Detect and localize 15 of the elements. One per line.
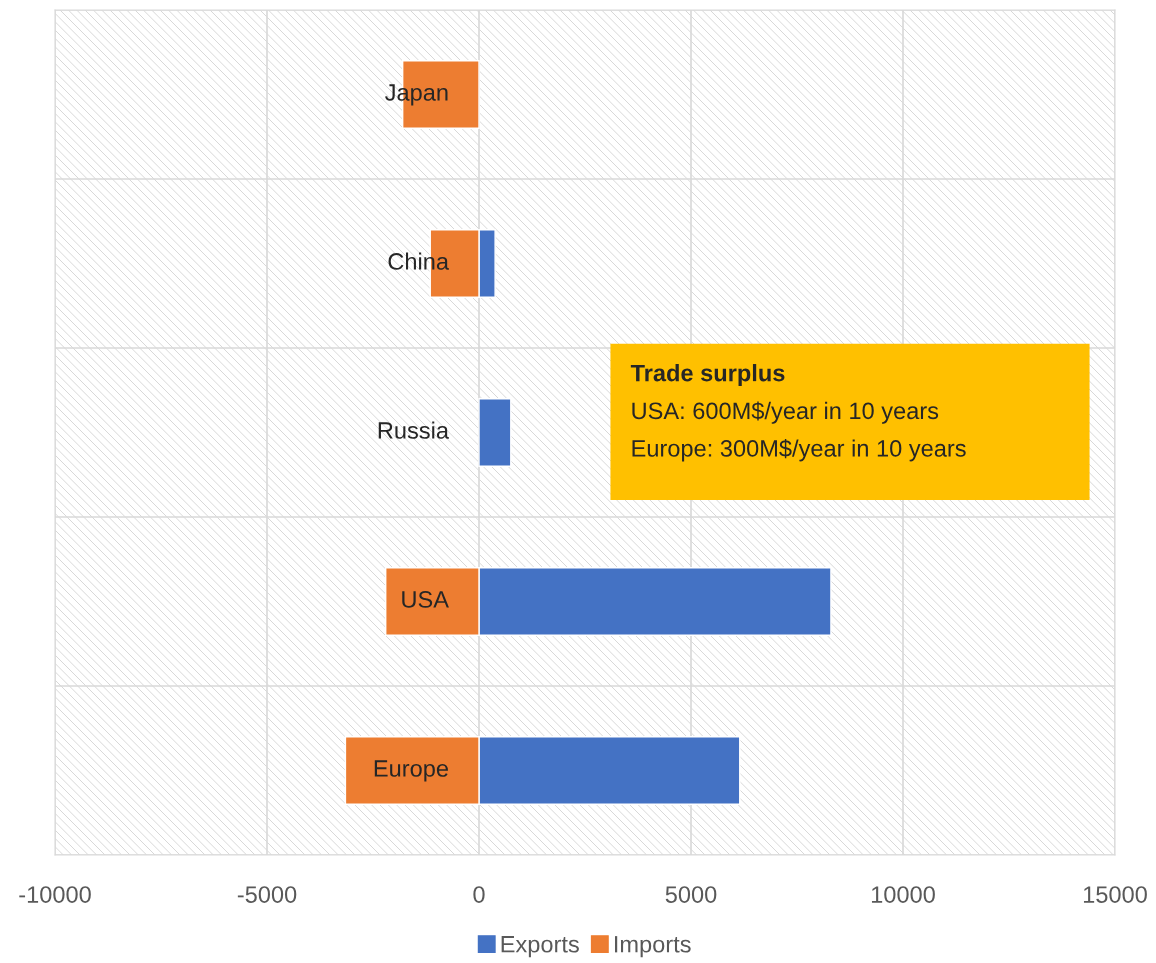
bar <box>478 398 512 467</box>
legend-label: Imports <box>615 936 691 958</box>
x-tick-label: 15000 <box>1083 886 1147 903</box>
x-tick-label: 5000 <box>665 886 717 903</box>
annotation: Trade surplus <box>630 364 785 387</box>
y-tick-label: USA <box>402 591 449 608</box>
legend-label: Exports <box>501 936 579 958</box>
x-tick-label: 0 <box>473 886 485 903</box>
annotation: USA: 600M$/year in 10 years <box>632 401 939 424</box>
annotation: Europe: 300M$/year in 10 years <box>632 439 966 462</box>
x-tick-label: 10000 <box>871 886 935 903</box>
y-tick-label: Russia <box>378 421 449 439</box>
y-tick-label: Europe <box>374 760 448 782</box>
x-tick-label: -10000 <box>19 886 91 903</box>
x-tick-label: -5000 <box>237 886 297 903</box>
